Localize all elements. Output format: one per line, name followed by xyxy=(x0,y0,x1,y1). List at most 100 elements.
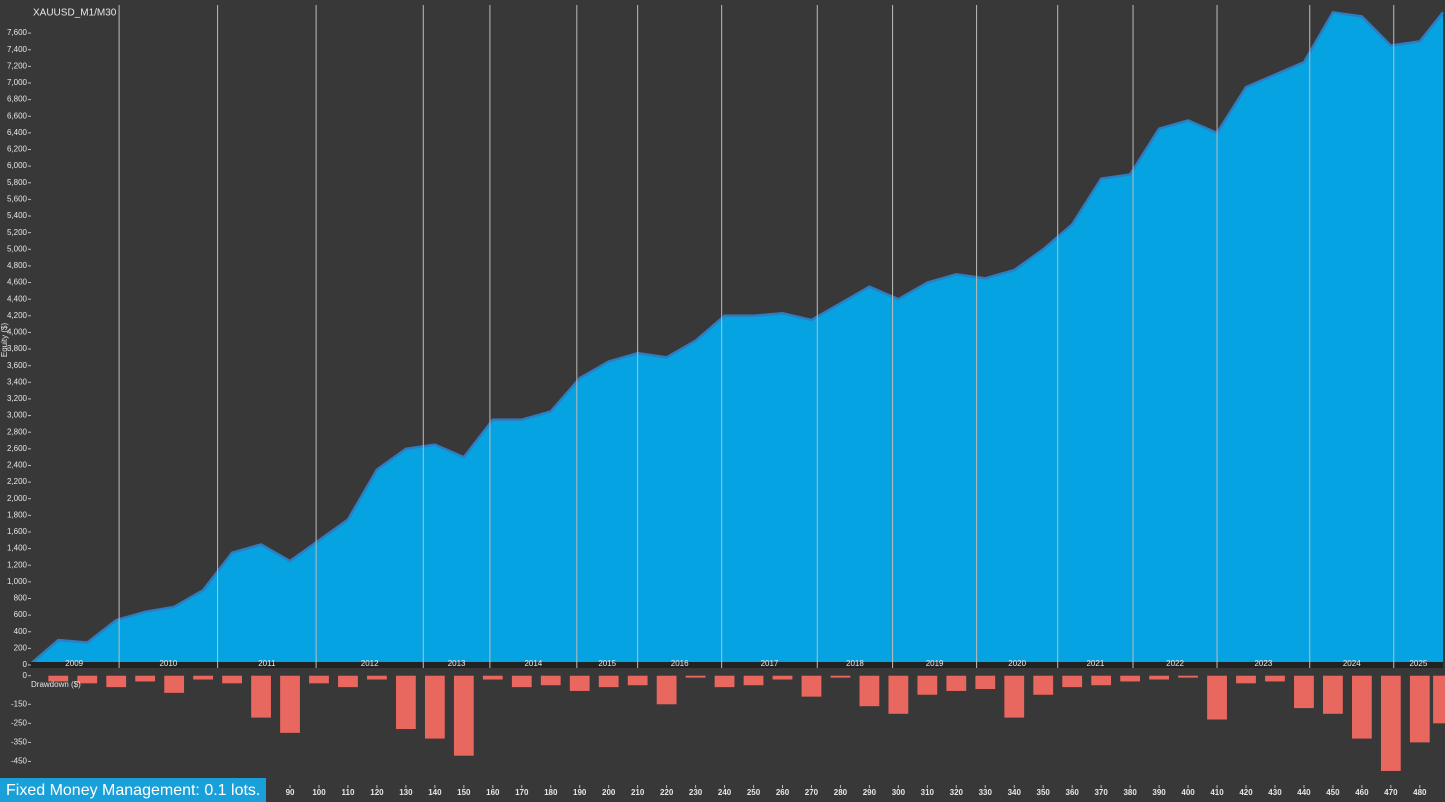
x-tick-label: 170 xyxy=(515,788,529,797)
drawdown-bar xyxy=(540,675,561,686)
y-tick-label: 6,400 xyxy=(7,128,28,137)
y-tick-label: 4,200 xyxy=(7,311,28,320)
drawdown-bar xyxy=(685,675,706,678)
x-tick-label: 140 xyxy=(428,788,442,797)
year-label: 2009 xyxy=(65,659,83,668)
drawdown-bar xyxy=(135,675,156,682)
drawdown-bar xyxy=(1120,675,1141,682)
x-tick-label: 430 xyxy=(1268,788,1282,797)
x-tick-label: 120 xyxy=(370,788,384,797)
y-tick-label: 1,000 xyxy=(7,577,28,586)
x-tick-label: 280 xyxy=(834,788,848,797)
drawdown-bar xyxy=(396,675,416,730)
y-tick-label: 6,000 xyxy=(7,161,28,170)
year-label: 2012 xyxy=(361,659,379,668)
x-tick-label: 180 xyxy=(544,788,558,797)
drawdown-bar xyxy=(1004,675,1025,718)
drawdown-bar xyxy=(1178,675,1198,678)
x-tick-label: 100 xyxy=(312,788,326,797)
y-tick-label: 200 xyxy=(14,643,28,652)
drawdown-bar xyxy=(1207,675,1227,720)
x-tick-label: 310 xyxy=(921,788,935,797)
x-tick-label: 190 xyxy=(573,788,587,797)
y-tick-label: 2,000 xyxy=(7,494,28,503)
x-tick-label: 290 xyxy=(863,788,877,797)
y-tick-label: 7,400 xyxy=(7,45,28,54)
y-tick-label: 5,200 xyxy=(7,228,28,237)
year-label: 2017 xyxy=(761,659,779,668)
x-tick-label: 470 xyxy=(1384,788,1398,797)
drawdown-bar xyxy=(743,675,764,686)
year-label: 2024 xyxy=(1343,659,1361,668)
y-tick-label: 4,600 xyxy=(7,278,28,287)
y-tick-label: 3,000 xyxy=(7,411,28,420)
drawdown-bar xyxy=(482,675,503,680)
drawdown-bar xyxy=(77,675,98,684)
drawdown-bar xyxy=(164,675,185,693)
equity-area xyxy=(29,12,1443,666)
drawdown-bar xyxy=(511,675,532,688)
y-tick-label: 7,200 xyxy=(7,61,28,70)
y-tick-label: 0 xyxy=(23,660,28,669)
x-tick-label: 460 xyxy=(1355,788,1369,797)
y-tick-label: 6,600 xyxy=(7,111,28,120)
year-label: 2019 xyxy=(926,659,944,668)
drawdown-bar xyxy=(106,675,127,688)
y-tick-label: 2,600 xyxy=(7,444,28,453)
x-tick-label: 330 xyxy=(979,788,993,797)
year-label: 2011 xyxy=(258,659,276,668)
x-tick-label: 210 xyxy=(631,788,645,797)
drawdown-bar xyxy=(946,675,967,691)
x-tick-label: 150 xyxy=(457,788,471,797)
x-tick-label: 380 xyxy=(1123,788,1137,797)
drawdown-bar xyxy=(1149,675,1169,680)
y-tick-label: 6,200 xyxy=(7,145,28,154)
y-tick-label: 5,800 xyxy=(7,178,28,187)
drawdown-bar xyxy=(222,675,242,684)
y-tick-label: 400 xyxy=(14,627,28,636)
year-label: 2020 xyxy=(1008,659,1026,668)
year-label: 2021 xyxy=(1086,659,1104,668)
drawdown-bar xyxy=(1351,675,1372,739)
y-tick-label: 6,800 xyxy=(7,95,28,104)
y-tick-label: -150 xyxy=(11,699,28,708)
drawdown-bar xyxy=(1265,675,1285,682)
equity-line xyxy=(28,10,1444,666)
year-label: 2013 xyxy=(448,659,466,668)
year-label: 2022 xyxy=(1166,659,1184,668)
year-label: 2023 xyxy=(1254,659,1272,668)
y-tick-label: 5,400 xyxy=(7,211,28,220)
drawdown-bar xyxy=(772,675,793,680)
year-label: 2015 xyxy=(598,659,616,668)
x-tick-label: 270 xyxy=(805,788,819,797)
y-tick-label: 3,200 xyxy=(7,394,28,403)
y-tick-label: 4,000 xyxy=(7,328,28,337)
x-tick-label: 90 xyxy=(286,788,295,797)
x-tick-label: 400 xyxy=(1181,788,1195,797)
x-tick-label: 450 xyxy=(1326,788,1340,797)
x-tick-label: 410 xyxy=(1210,788,1224,797)
y-tick-label: 2,800 xyxy=(7,427,28,436)
year-label: 2016 xyxy=(671,659,689,668)
x-tick-label: 240 xyxy=(718,788,732,797)
drawdown-label: Drawdown ($) xyxy=(31,680,81,689)
x-tick-label: 260 xyxy=(776,788,790,797)
drawdown-bar xyxy=(280,675,300,733)
y-axis-label: Equity ($) xyxy=(0,323,9,358)
drawdown-bar xyxy=(1294,675,1314,709)
x-tick-label: 440 xyxy=(1297,788,1311,797)
drawdown-bar xyxy=(251,675,271,718)
drawdown-bar xyxy=(714,675,735,688)
y-tick-label: 4,400 xyxy=(7,294,28,303)
drawdown-bar xyxy=(1236,675,1256,684)
drawdown-bar xyxy=(917,675,938,695)
x-tick-label: 340 xyxy=(1008,788,1022,797)
x-tick-label: 230 xyxy=(689,788,703,797)
drawdown-bar xyxy=(656,675,677,705)
drawdown-bar xyxy=(801,675,822,697)
drawdown-bar xyxy=(309,675,329,684)
y-tick-label: -250 xyxy=(11,718,28,727)
x-tick-label: 360 xyxy=(1066,788,1080,797)
